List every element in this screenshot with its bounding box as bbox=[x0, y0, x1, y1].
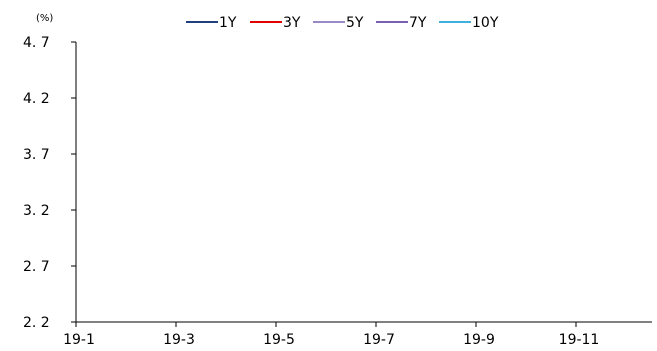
x-tick-label: 19-7 bbox=[363, 332, 395, 348]
y-unit-label: (%) bbox=[36, 13, 53, 24]
legend: 1Y 3Y 5Y 7Y 10Y bbox=[186, 15, 499, 31]
y-tick-label: 3. 2 bbox=[23, 203, 50, 219]
y-tick-label: 4. 2 bbox=[23, 91, 50, 107]
legend-entry: 3Y bbox=[283, 15, 301, 31]
y-tick-label: 2. 2 bbox=[23, 315, 50, 331]
x-tick-label: 19-5 bbox=[263, 332, 295, 348]
x-tick-label: 19-3 bbox=[163, 332, 195, 348]
x-tick-label: 19-11 bbox=[559, 332, 600, 348]
legend-entry: 1Y bbox=[219, 15, 237, 31]
y-axis: 2. 2 2. 7 3. 2 3. 7 4. 2 4. 7 bbox=[23, 35, 77, 331]
legend-entry: 5Y bbox=[346, 15, 364, 31]
legend-entry: 10Y bbox=[472, 15, 499, 31]
y-tick-label: 4. 7 bbox=[23, 35, 50, 51]
x-tick-label: 19-1 bbox=[63, 332, 95, 348]
y-tick-label: 2. 7 bbox=[23, 259, 50, 275]
legend-entry: 7Y bbox=[409, 15, 427, 31]
x-axis: 19-1 19-3 19-5 19-7 19-9 19-11 bbox=[63, 321, 652, 348]
x-tick-label: 19-9 bbox=[463, 332, 495, 348]
y-tick-label: 3. 7 bbox=[23, 147, 50, 163]
